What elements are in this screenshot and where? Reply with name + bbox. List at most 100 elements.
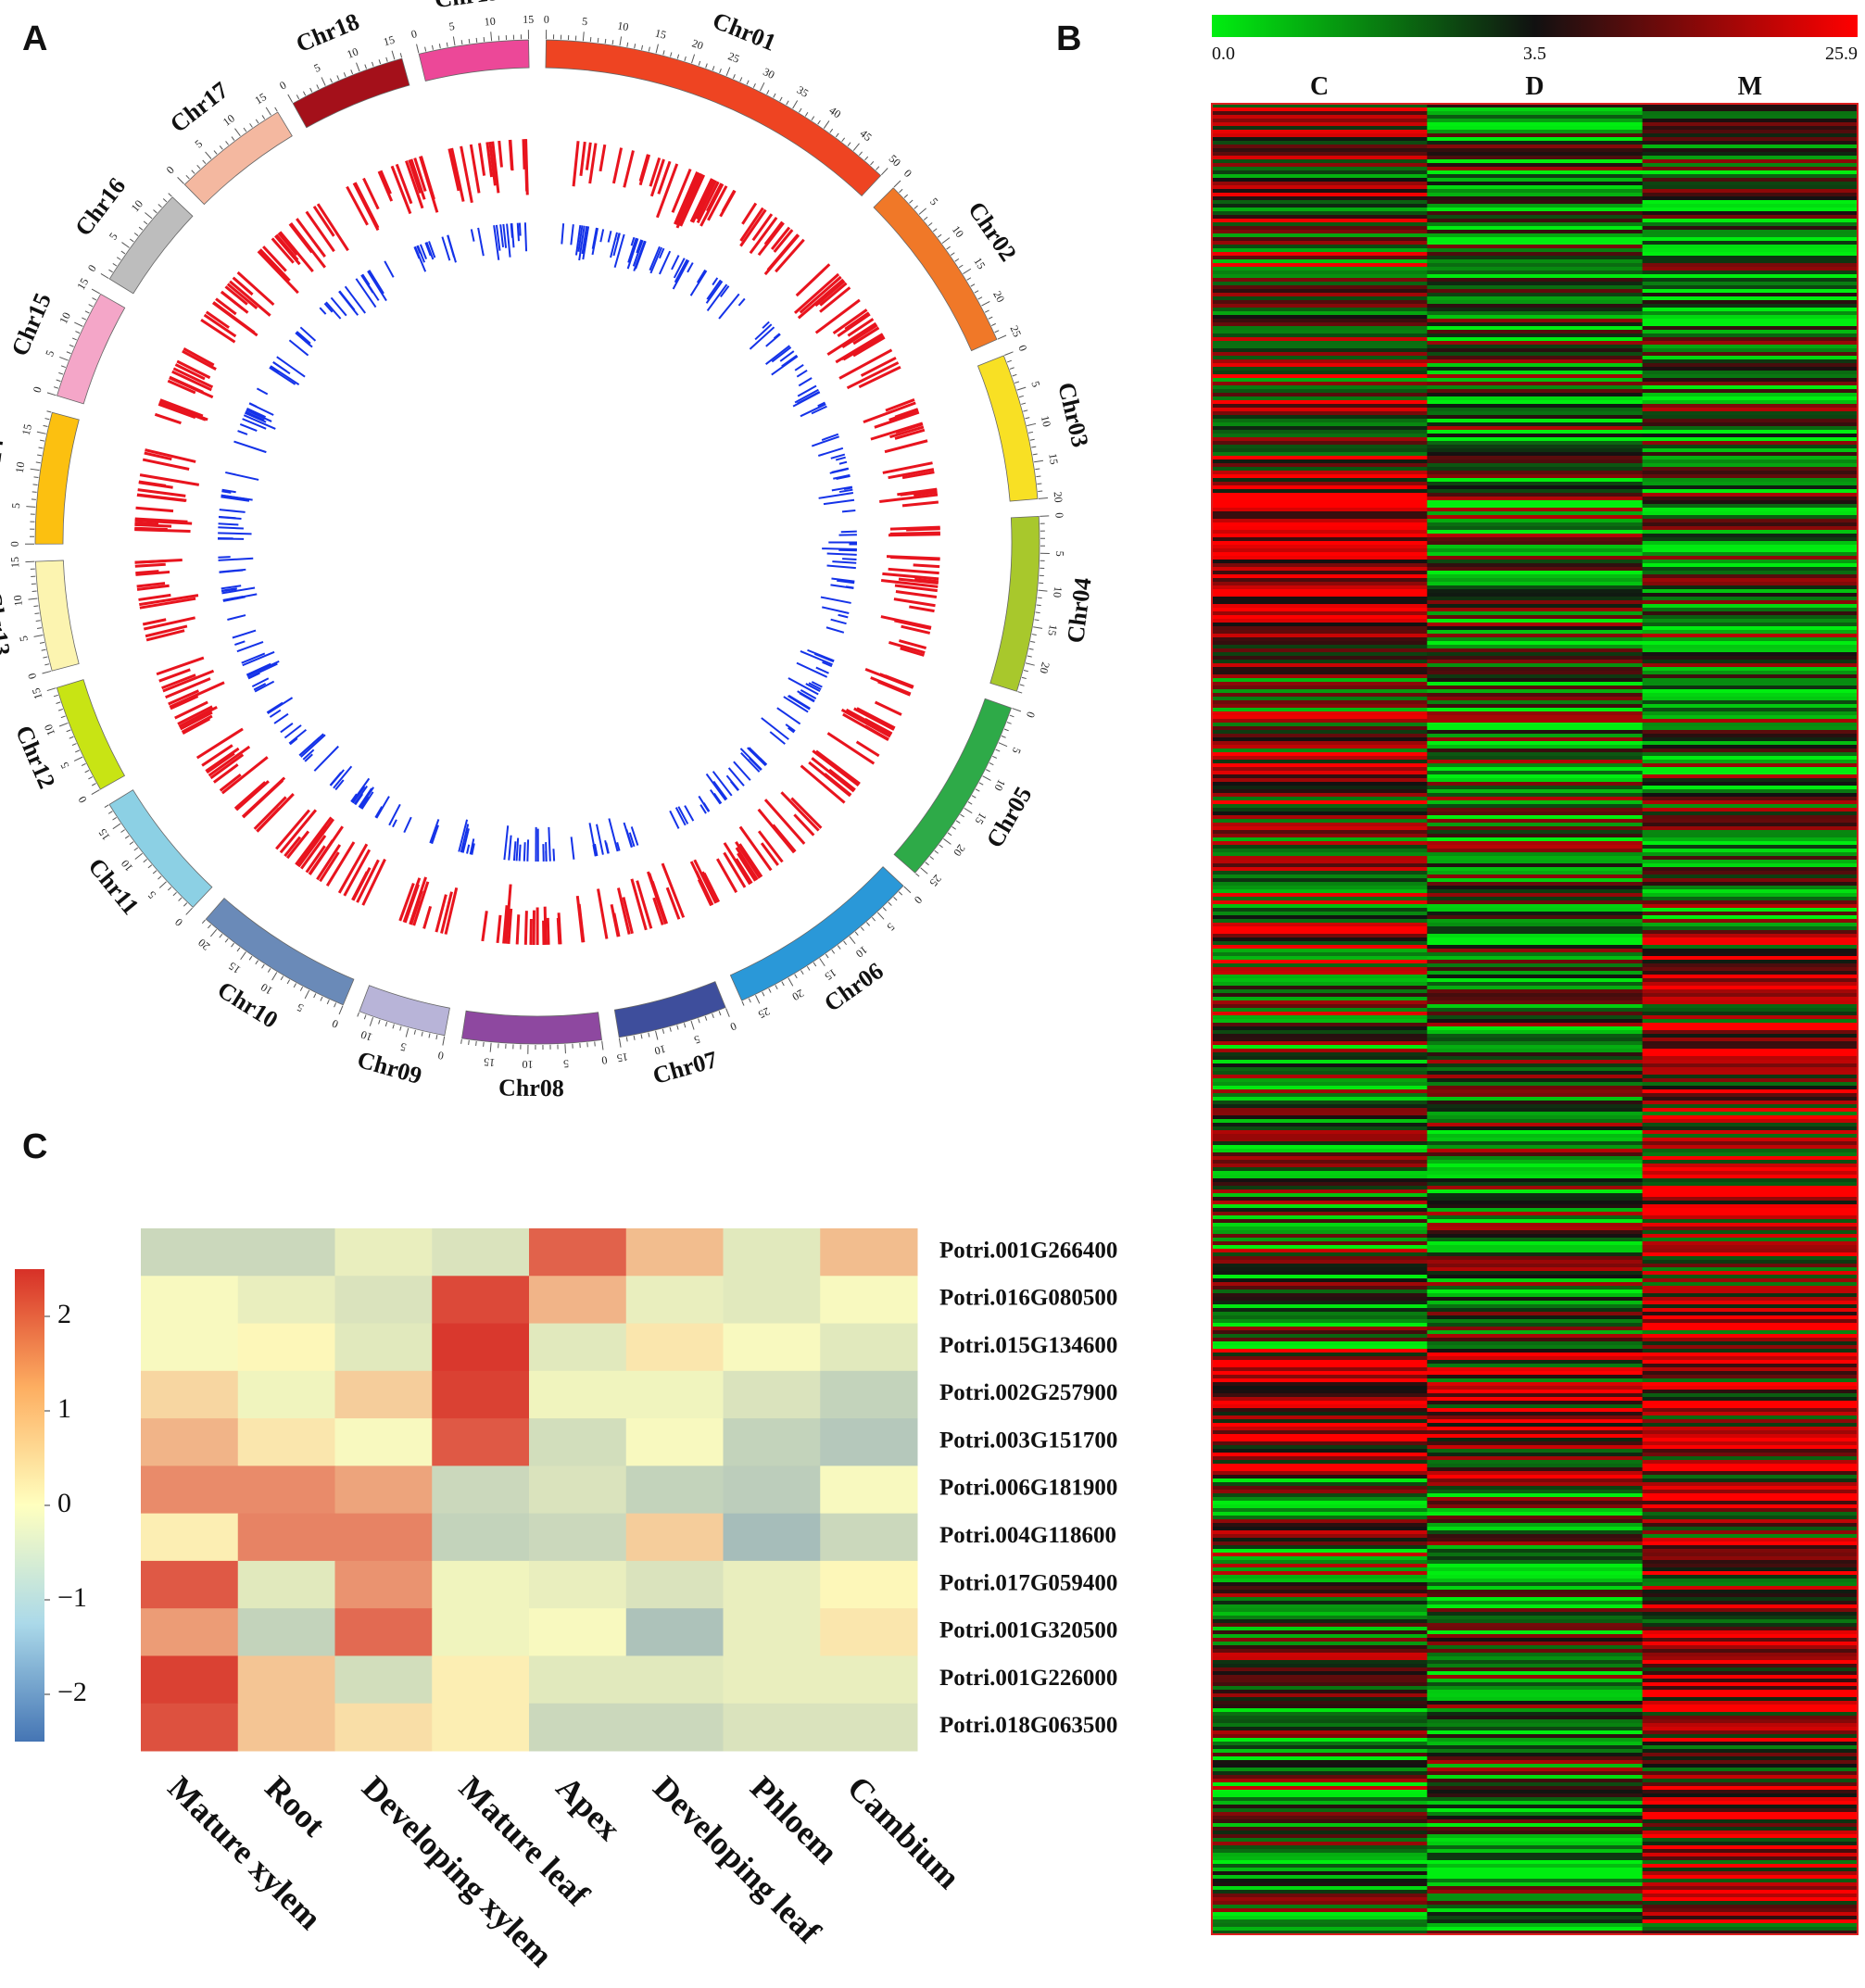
heatmap-stripe	[1643, 1842, 1859, 1845]
heatmap-stripe	[1427, 1249, 1643, 1252]
heatmap-stripe	[1427, 1538, 1643, 1541]
heatmap-stripe	[1212, 1201, 1428, 1204]
chromosome-tick	[978, 297, 982, 299]
heatmap-stripe	[1212, 1160, 1428, 1164]
outer-track-line	[135, 564, 166, 566]
heatmap-stripe	[1212, 1104, 1428, 1108]
heatmap-stripe	[1427, 708, 1643, 711]
heatmap-stripe	[1212, 934, 1428, 937]
heatmap-stripe	[1427, 1367, 1643, 1371]
heatmap-stripe	[1212, 1738, 1428, 1742]
chromosome-tick	[130, 842, 133, 845]
heatmap-stripe	[1427, 804, 1643, 808]
heatmap-stripe	[1212, 1545, 1428, 1549]
heatmap-stripe	[1643, 482, 1859, 485]
heatmap-stripe	[1643, 437, 1859, 441]
heatmap-stripe	[1212, 1238, 1428, 1241]
heatmap-stripe	[1643, 1275, 1859, 1278]
heatmap-stripe	[1212, 1467, 1428, 1471]
heatmap-stripe	[1427, 463, 1643, 467]
heatmap-stripe	[1643, 1471, 1859, 1475]
chromosome-tick	[1013, 374, 1017, 376]
heatmap-stripe	[1643, 1805, 1859, 1808]
heatmap-cell	[820, 1371, 917, 1419]
chromosome-tick-label: 15	[382, 33, 396, 49]
heatmap-cell	[529, 1514, 626, 1562]
colorbar-tick-label: −2	[57, 1677, 87, 1707]
heatmap-cell	[141, 1324, 238, 1372]
gene-label: Potri.003G151700	[939, 1428, 1117, 1453]
chromosome-tick	[125, 836, 129, 838]
heatmap-stripe	[1212, 1664, 1428, 1667]
chromosome-tick	[327, 1000, 329, 1004]
outer-track-line	[896, 591, 937, 597]
heatmap-stripe	[1427, 145, 1643, 148]
heatmap-stripe	[1212, 704, 1428, 708]
heatmap-stripe	[1212, 1642, 1428, 1645]
heatmap-stripe	[1427, 300, 1643, 304]
heatmap-stripe	[1643, 137, 1859, 141]
heatmap-cell	[724, 1561, 821, 1609]
chromosome-tick	[344, 72, 346, 77]
chromosome-tick	[310, 88, 312, 92]
chromosome-segment	[184, 112, 292, 205]
heatmap-stripe	[1643, 537, 1859, 541]
heatmap-stripe	[1643, 1238, 1859, 1241]
heatmap-stripe	[1212, 1371, 1428, 1375]
heatmap-stripe	[1643, 563, 1859, 567]
heatmap-stripe	[1212, 819, 1428, 823]
heatmap-stripe	[1212, 893, 1428, 897]
inner-track-line	[500, 224, 503, 247]
heatmap-stripe	[1643, 1045, 1859, 1049]
heatmap-stripe	[1643, 715, 1859, 719]
heatmap-stripe	[1427, 1164, 1643, 1167]
heatmap-stripe	[1212, 1419, 1428, 1423]
heatmap-stripe	[1212, 1390, 1428, 1393]
heatmap-stripe	[1212, 878, 1428, 882]
heatmap-stripe	[1643, 1527, 1859, 1530]
heatmap-stripe	[1212, 126, 1428, 130]
heatmap-stripe	[1643, 541, 1859, 545]
chromosome-tick	[158, 876, 161, 879]
panel-c-letter: C	[22, 1127, 47, 1166]
heatmap-stripe	[1427, 1115, 1643, 1119]
heatmap-stripe	[1212, 641, 1428, 645]
chromosome-segment	[35, 412, 79, 544]
heatmap-stripe	[1212, 1564, 1428, 1567]
heatmap-stripe	[1643, 319, 1859, 322]
heatmap-stripe	[1427, 1512, 1643, 1516]
heatmap-stripe	[1427, 1838, 1643, 1842]
chromosome-tick	[113, 824, 120, 829]
heatmap-stripe	[1212, 737, 1428, 741]
heatmap-stripe	[1212, 1901, 1428, 1905]
heatmap-stripe	[1212, 1301, 1428, 1304]
heatmap-stripe	[1427, 1019, 1643, 1023]
heatmap-stripe	[1643, 1204, 1859, 1208]
heatmap-stripe	[1427, 1608, 1643, 1612]
heatmap-stripe	[1427, 1453, 1643, 1456]
outer-track-line	[902, 502, 939, 506]
heatmap-stripe	[1427, 119, 1643, 122]
heatmap-stripe	[1212, 945, 1428, 949]
heatmap-stripe	[1212, 1349, 1428, 1353]
heatmap-stripe	[1212, 593, 1428, 597]
chromosome-tick	[72, 744, 77, 746]
chromosome-tick	[996, 749, 1001, 751]
heatmap-stripe	[1643, 1134, 1859, 1138]
heatmap-stripe	[1643, 778, 1859, 782]
heatmap-stripe	[1212, 282, 1428, 285]
heatmap-stripe	[1427, 133, 1643, 137]
heatmap-stripe	[1643, 1049, 1859, 1052]
heatmap-stripe	[1427, 745, 1643, 749]
heatmap-stripe	[1212, 163, 1428, 167]
heatmap-stripe	[1427, 311, 1643, 315]
chromosome-tick	[130, 239, 133, 242]
heatmap-stripe	[1643, 1719, 1859, 1723]
heatmap-stripe	[1643, 1345, 1859, 1349]
heatmap-stripe	[1643, 178, 1859, 182]
heatmap-stripe	[1212, 367, 1428, 371]
heatmap-stripe	[1427, 315, 1643, 319]
heatmap-stripe	[1212, 1230, 1428, 1234]
heatmap-stripe	[1427, 552, 1643, 556]
